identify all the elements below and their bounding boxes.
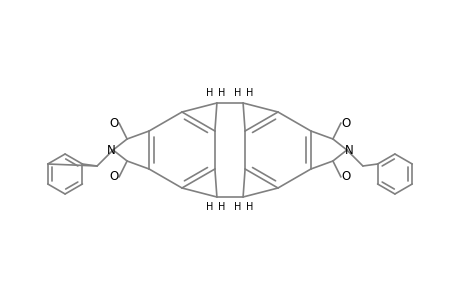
Text: H: H bbox=[234, 202, 241, 212]
Text: H: H bbox=[234, 88, 241, 98]
Text: H: H bbox=[246, 202, 253, 212]
Text: H: H bbox=[218, 88, 225, 98]
Text: O: O bbox=[109, 116, 118, 130]
Text: H: H bbox=[206, 202, 213, 212]
Text: N: N bbox=[106, 143, 115, 157]
Text: N: N bbox=[344, 143, 353, 157]
Text: O: O bbox=[109, 170, 118, 184]
Text: O: O bbox=[341, 116, 350, 130]
Text: H: H bbox=[246, 88, 253, 98]
Text: O: O bbox=[341, 170, 350, 184]
Text: H: H bbox=[218, 202, 225, 212]
Text: H: H bbox=[206, 88, 213, 98]
